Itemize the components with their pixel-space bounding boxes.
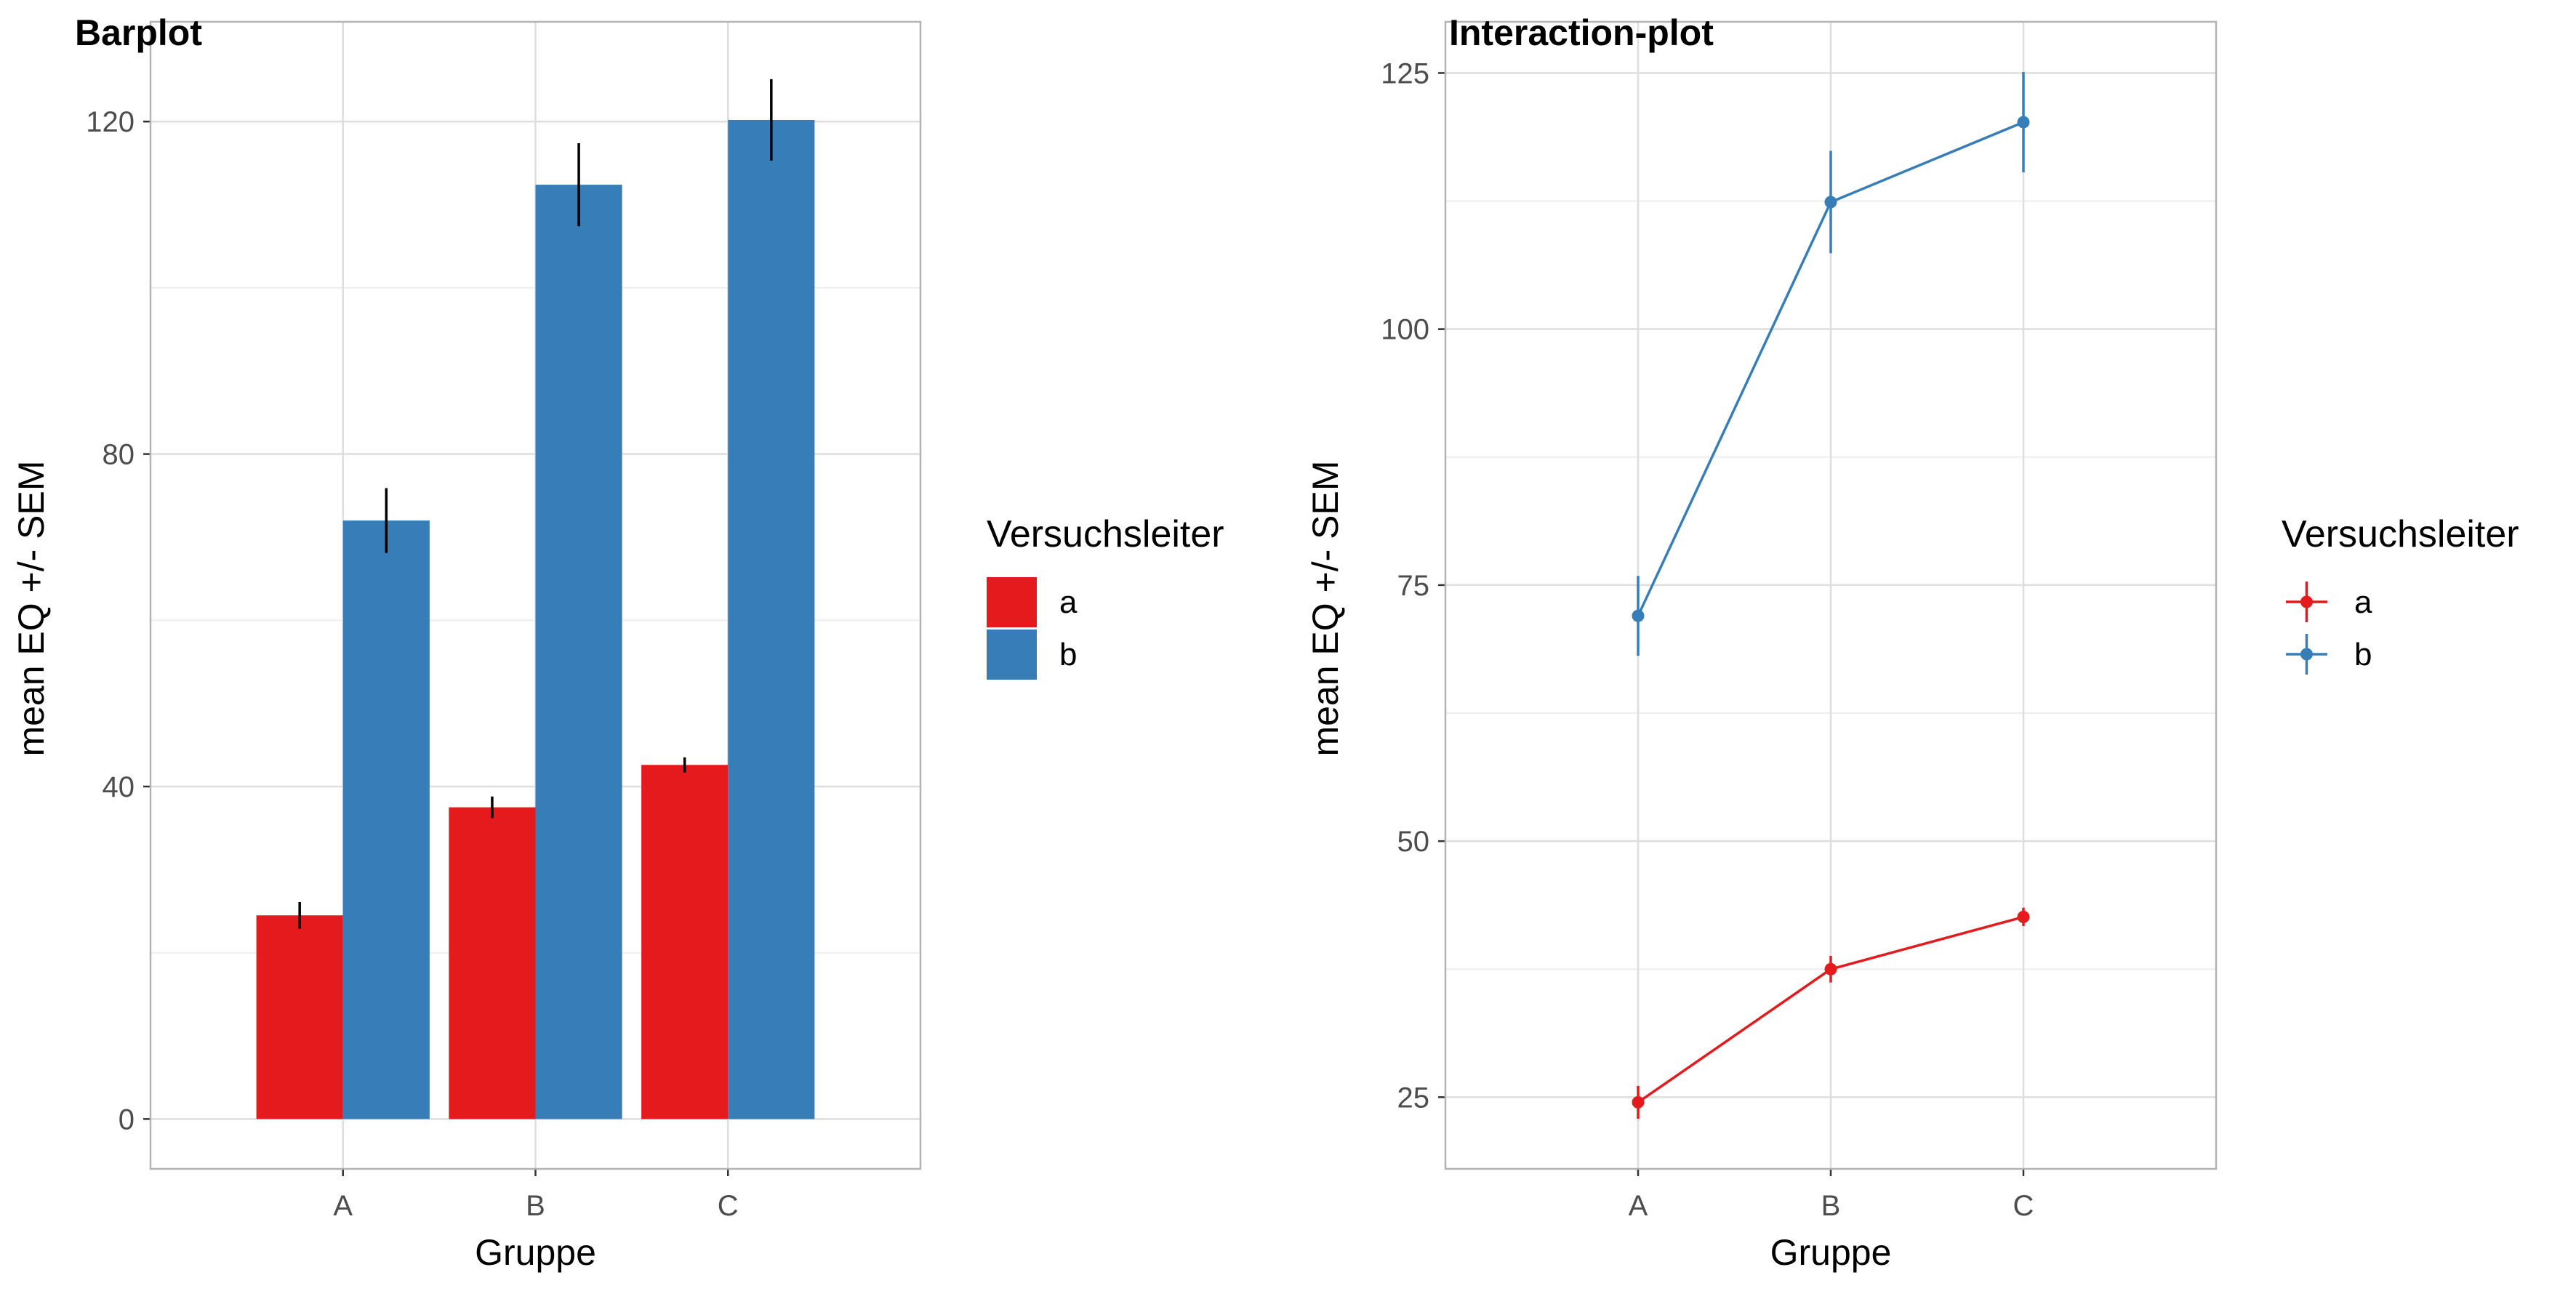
bar-b-C — [728, 119, 815, 1119]
y-tick-label: 120 — [86, 106, 135, 138]
data-point-a-A — [1632, 1095, 1645, 1109]
x-tick-label: C — [2013, 1190, 2034, 1222]
x-tick-label: A — [1629, 1190, 1648, 1222]
y-axis-label: mean EQ +/- SEM — [1305, 460, 1346, 756]
x-axis-label: Gruppe — [1770, 1232, 1892, 1273]
y-tick-label: 100 — [1381, 314, 1429, 346]
y-axis-label: mean EQ +/- SEM — [11, 460, 52, 756]
chart-panel-1: 0 40 80 120 A B C Barplot Gruppe mean EQ +/- SEM V… — [11, 12, 1224, 1273]
y-tick-label: 75 — [1397, 570, 1430, 602]
legend-label-a: a — [1059, 584, 1078, 620]
panel-border — [149, 20, 922, 1170]
legend-point-a — [2300, 595, 2313, 608]
bar-a-A — [256, 915, 343, 1119]
legend-point-b — [2300, 648, 2313, 661]
y-tick-label: 25 — [1397, 1082, 1430, 1114]
y-tick-label: 40 — [103, 771, 135, 803]
legend-label-b: b — [2354, 637, 2372, 672]
y-tick-label: 0 — [119, 1103, 135, 1135]
data-point-b-B — [1824, 196, 1837, 209]
y-tick-label: 80 — [103, 439, 135, 471]
bar-b-A — [342, 520, 430, 1119]
legend: Versuchsleiter ab — [987, 513, 1224, 680]
legend-title: Versuchsleiter — [987, 513, 1224, 555]
legend-title: Versuchsleiter — [2282, 513, 2519, 555]
legend-swatch-b — [987, 630, 1037, 680]
x-tick-label: C — [718, 1190, 739, 1222]
bar-b-B — [535, 185, 622, 1119]
chart-title: Barplot — [75, 12, 202, 53]
data-point-a-B — [1824, 962, 1837, 976]
y-tick-label: 125 — [1381, 57, 1429, 89]
legend: Versuchsleiter ab — [2282, 513, 2519, 675]
x-axis-label: Gruppe — [475, 1232, 596, 1273]
x-tick-label: B — [526, 1190, 545, 1222]
bar-a-C — [641, 765, 729, 1119]
panel-border — [1444, 20, 2218, 1170]
data-point-b-A — [1632, 609, 1645, 622]
x-tick-label: A — [333, 1190, 353, 1222]
legend-label-a: a — [2354, 584, 2372, 620]
chart-title: Interaction-plot — [1449, 12, 1714, 53]
legend-label-b: b — [1059, 637, 1077, 672]
x-tick-label: B — [1821, 1190, 1841, 1222]
legend-swatch-a — [987, 577, 1037, 627]
bar-a-B — [449, 807, 536, 1119]
data-point-a-C — [2017, 910, 2030, 923]
chart-panel-2: 25 50 75 100 125 A B C Interaction-plot Gruppe mea… — [1305, 12, 2519, 1273]
y-tick-label: 50 — [1397, 826, 1430, 858]
data-point-b-C — [2017, 116, 2030, 129]
